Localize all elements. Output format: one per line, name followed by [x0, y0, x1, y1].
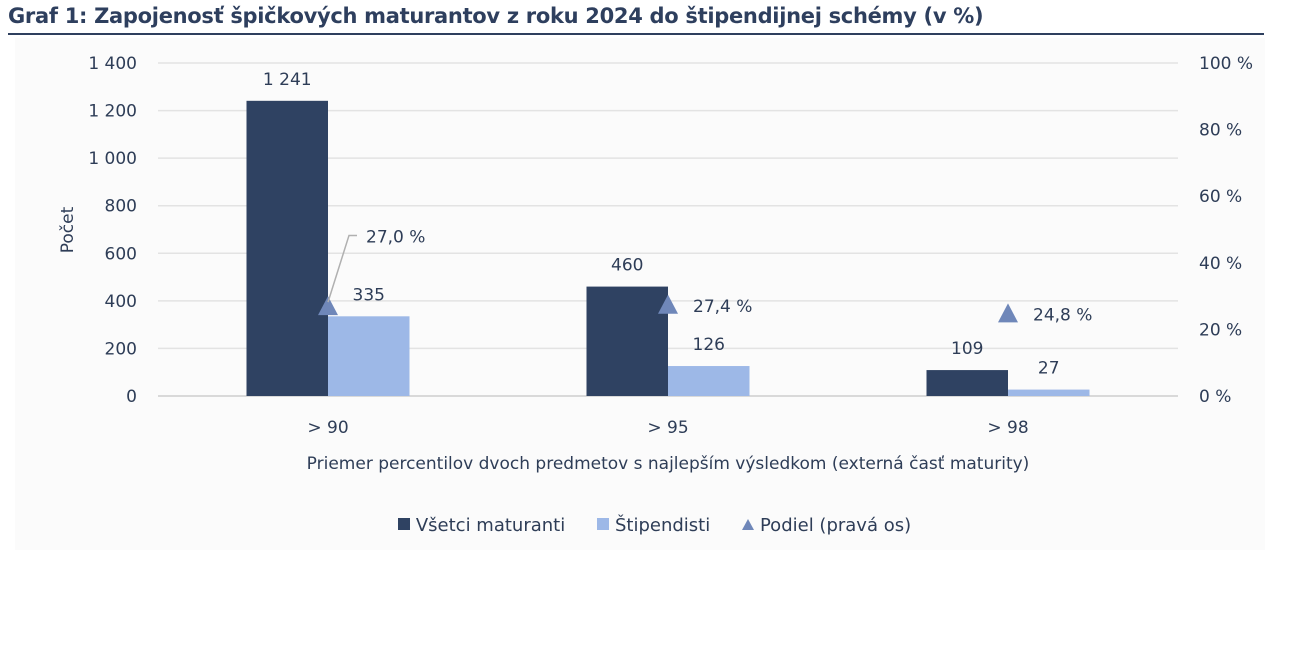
legend-swatch-all — [397, 518, 410, 530]
legend-item-scholars: Štipendisti — [596, 515, 711, 536]
legend-item-all: Všetci maturanti — [397, 515, 566, 536]
data-label-all: 109 — [951, 339, 983, 359]
share-triangle-icon — [998, 303, 1018, 323]
legend-label-share: Podiel (pravá os) — [759, 515, 912, 536]
chart-title: Graf 1: Zapojenosť špičkových maturantov… — [8, 4, 984, 28]
left-axis-tick: 400 — [105, 292, 137, 312]
right-axis-tick: 100 % — [1199, 54, 1253, 74]
triangle-marker-icon — [741, 519, 754, 530]
bar-all-students — [926, 370, 1008, 396]
right-axis-tick: 40 % — [1199, 254, 1242, 274]
left-axis-tick: 600 — [105, 244, 137, 264]
bar-scholars — [1008, 389, 1090, 396]
share-triangle-icon — [318, 296, 338, 316]
right-axis-tick: 20 % — [1199, 320, 1242, 340]
legend-label-all: Všetci maturanti — [415, 515, 566, 536]
right-axis-tick: 80 % — [1199, 121, 1242, 141]
bar-all-students — [586, 286, 668, 396]
left-axis-tick: 800 — [105, 197, 137, 217]
legend-label-scholars: Štipendisti — [614, 515, 711, 536]
data-label-share: 27,4 % — [693, 297, 752, 317]
x-axis-tick: > 90 — [307, 418, 348, 438]
data-label-share: 27,0 % — [366, 227, 425, 247]
data-label-all: 1 241 — [263, 70, 312, 90]
data-label-scholars: 126 — [693, 335, 725, 355]
left-axis-tick: 200 — [105, 339, 137, 359]
x-axis-tick: > 98 — [987, 418, 1028, 438]
left-axis-tick: 1 000 — [88, 149, 137, 169]
title-underline — [8, 33, 1264, 35]
legend: Všetci maturanti Štipendisti Podiel (pra… — [0, 515, 1309, 536]
legend-item-share: Podiel (pravá os) — [741, 515, 912, 536]
left-axis-label: Počet — [58, 206, 78, 253]
bar-all-students — [246, 100, 328, 397]
bar-scholars — [328, 316, 410, 396]
left-axis-tick: 1 200 — [88, 102, 137, 122]
x-axis-label: Priemer percentilov dvoch predmetov s na… — [307, 454, 1030, 474]
left-axis-tick: 1 400 — [88, 54, 137, 74]
data-label-scholars: 27 — [1038, 359, 1060, 379]
data-label-all: 460 — [611, 256, 643, 276]
left-axis-tick: 0 — [126, 387, 137, 407]
leader-line — [327, 234, 357, 303]
right-axis-tick: 0 % — [1199, 387, 1231, 407]
share-triangle-icon — [658, 294, 678, 314]
legend-swatch-scholars — [596, 518, 609, 530]
bar-scholars — [668, 366, 750, 396]
right-axis-tick: 60 % — [1199, 187, 1242, 207]
data-label-share: 24,8 % — [1033, 305, 1092, 325]
x-axis-tick: > 95 — [647, 418, 688, 438]
data-label-scholars: 335 — [353, 285, 385, 305]
